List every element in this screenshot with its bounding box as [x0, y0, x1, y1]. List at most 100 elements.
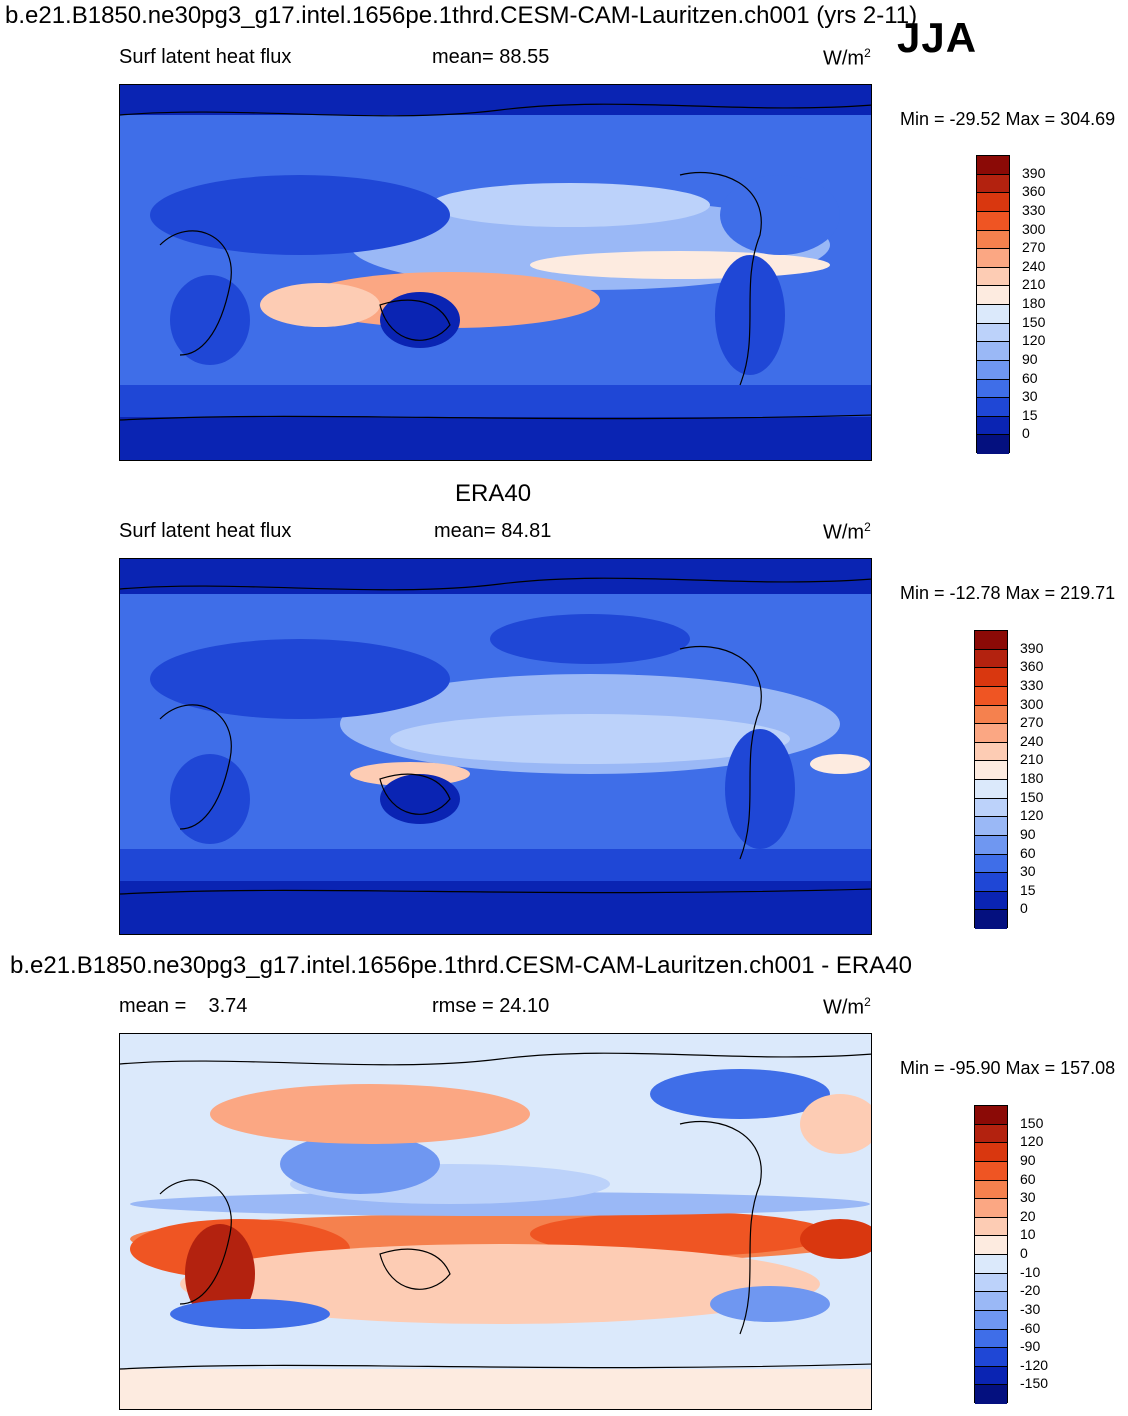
colorbar-tick-label: 390: [1020, 639, 1044, 656]
colorbar-tick-label: 30: [1020, 863, 1036, 880]
colorbar-box: [977, 360, 1009, 380]
panel-header: b.e21.B1850.ne30pg3_g17.intel.1656pe.1th…: [10, 952, 912, 979]
colorbar-box: [977, 156, 1009, 175]
colorbar-box: [975, 1217, 1007, 1237]
colorbar-box: [975, 873, 1007, 892]
colorbar-era40: [974, 630, 1008, 929]
colorbar-box: [975, 705, 1007, 725]
colorbar-box: [977, 193, 1009, 212]
colorbar-tick-label: 90: [1020, 825, 1036, 842]
panel-mean-label: mean = 3.74: [119, 995, 248, 1017]
colorbar-tick-label: 60: [1020, 1170, 1036, 1187]
colorbar-tick-label: 90: [1022, 350, 1038, 367]
colorbar-tick-label: -60: [1020, 1319, 1041, 1336]
colorbar-box: [975, 761, 1007, 780]
map-model: [119, 84, 872, 461]
colorbar-box: [975, 1366, 1007, 1386]
colorbar-box: [977, 305, 1009, 324]
colorbar-box: [975, 1106, 1007, 1125]
panel-header: ERA40: [455, 480, 532, 507]
colorbar-box: [975, 668, 1007, 687]
colorbar-tick-label: 240: [1020, 732, 1044, 749]
colorbar-box: [975, 1348, 1007, 1367]
colorbar-tick-label: 330: [1022, 201, 1046, 218]
colorbar-box: [975, 649, 1007, 669]
panel-left-label: Surf latent heat flux: [119, 520, 292, 542]
panel-unit: W/m2: [823, 520, 871, 544]
colorbar-box: [975, 817, 1007, 836]
panel-left-label: Surf latent heat flux: [119, 46, 292, 68]
colorbar-box: [977, 379, 1009, 399]
colorbar-tick-label: 15: [1022, 406, 1038, 423]
colorbar-tick-label: 30: [1020, 1189, 1036, 1206]
colorbar-box: [975, 1292, 1007, 1311]
colorbar-tick-label: 180: [1022, 295, 1046, 311]
panel-minmax: Min = -12.78 Max = 219.71: [900, 583, 1116, 603]
colorbar-tick-label: 210: [1020, 751, 1044, 768]
colorbar-tick-label: 30: [1022, 388, 1038, 405]
map-difference: [119, 1033, 872, 1410]
colorbar-box: [975, 1161, 1007, 1181]
colorbar-box: [977, 286, 1009, 305]
panel-minmax: Min = -95.90 Max = 157.08: [900, 1058, 1116, 1078]
colorbar-tick-label: -20: [1020, 1282, 1041, 1299]
colorbar-difference: [974, 1105, 1008, 1404]
colorbar-box: [975, 686, 1007, 706]
colorbar-box: [977, 323, 1009, 343]
panel-unit: W/m2: [823, 46, 871, 70]
colorbar-tick-label: 120: [1022, 332, 1046, 349]
colorbar-tick-label: -10: [1020, 1263, 1041, 1280]
colorbar-model: [976, 155, 1010, 454]
colorbar-box: [977, 435, 1009, 454]
colorbar-box: [975, 854, 1007, 874]
colorbar-tick-label: 300: [1020, 695, 1044, 712]
panel-unit: W/m2: [823, 995, 871, 1019]
colorbar-tick-label: 10: [1020, 1226, 1036, 1243]
colorbar-tick-label: 0: [1020, 900, 1028, 917]
colorbar-tick-label: 390: [1022, 164, 1046, 181]
colorbar-box: [975, 910, 1007, 929]
panel-mean-label: mean= 84.81: [434, 520, 552, 542]
colorbar-box: [975, 742, 1007, 762]
colorbar-box: [975, 1310, 1007, 1330]
colorbar-tick-label: 240: [1022, 257, 1046, 274]
colorbar-tick-label: -150: [1020, 1375, 1049, 1392]
panel-rmse-label: rmse = 24.10: [432, 995, 550, 1017]
colorbar-tick-label: 360: [1022, 183, 1046, 200]
colorbar-box: [977, 267, 1009, 287]
panel-minmax: Min = -29.52 Max = 304.69: [900, 109, 1116, 129]
colorbar-tick-label: -90: [1020, 1338, 1041, 1355]
colorbar-box: [975, 1199, 1007, 1218]
colorbar-box: [975, 1124, 1007, 1144]
colorbar-box: [975, 1273, 1007, 1293]
colorbar-box: [975, 798, 1007, 818]
colorbar-tick-label: 180: [1020, 770, 1044, 786]
colorbar-box: [975, 1255, 1007, 1274]
colorbar-tick-label: 60: [1022, 369, 1038, 386]
colorbar-tick-label: 15: [1020, 881, 1036, 898]
colorbar-tick-label: 60: [1020, 844, 1036, 861]
main-title: b.e21.B1850.ne30pg3_g17.intel.1656pe.1th…: [5, 2, 918, 29]
colorbar-box: [977, 230, 1009, 250]
colorbar-tick-label: 0: [1022, 425, 1030, 442]
colorbar-box: [975, 1236, 1007, 1255]
colorbar-box: [975, 1143, 1007, 1162]
colorbar-box: [977, 416, 1009, 436]
colorbar-tick-label: 20: [1020, 1207, 1036, 1224]
colorbar-box: [975, 835, 1007, 855]
map-era40: [119, 558, 872, 935]
colorbar-box: [977, 249, 1009, 268]
colorbar-tick-label: 330: [1020, 676, 1044, 693]
colorbar-box: [975, 1329, 1007, 1349]
colorbar-tick-label: 120: [1020, 1133, 1044, 1150]
colorbar-box: [975, 1385, 1007, 1404]
colorbar-box: [977, 211, 1009, 231]
colorbar-tick-label: 150: [1020, 788, 1044, 805]
colorbar-tick-label: 300: [1022, 220, 1046, 237]
colorbar-box: [977, 342, 1009, 361]
colorbar-box: [975, 631, 1007, 650]
colorbar-tick-label: 150: [1020, 1114, 1044, 1131]
colorbar-box: [975, 891, 1007, 911]
colorbar-tick-label: -120: [1020, 1356, 1049, 1373]
colorbar-tick-label: 150: [1022, 313, 1046, 330]
